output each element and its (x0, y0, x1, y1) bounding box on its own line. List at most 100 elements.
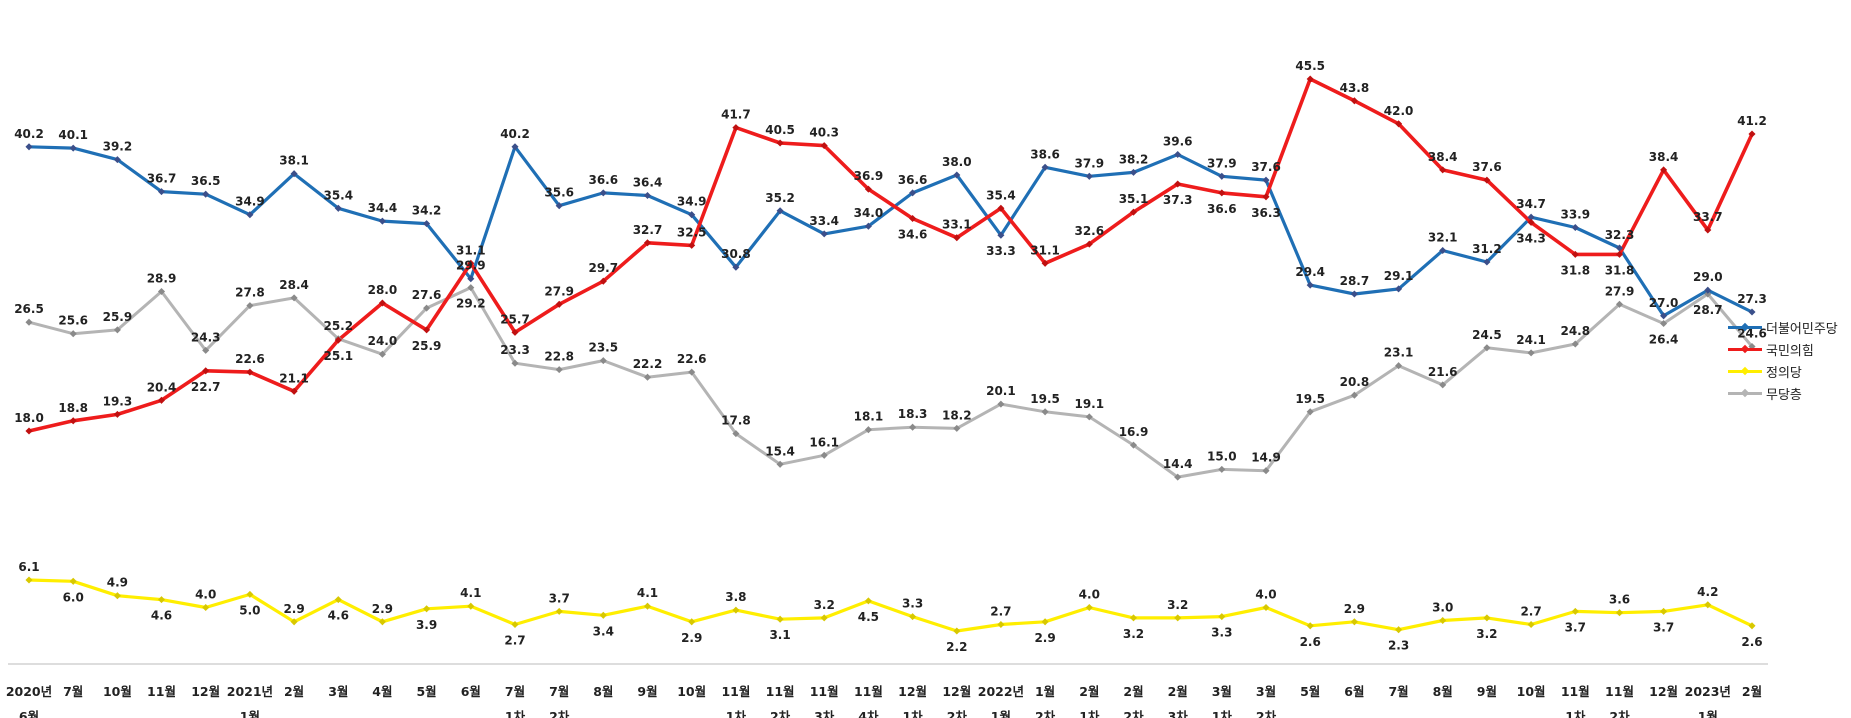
series-0-data-label-2: 39.2 (103, 140, 133, 154)
x-axis-tick-labels: 2020년 6월 7월 10월 11월 12월 2021년 1월 2월 3월 4월 5월 6월 7월 1차 7… (6, 684, 1762, 718)
series-3-point-20 (909, 423, 917, 431)
legend-swatch-3 (1728, 388, 1762, 397)
series-3-data-label-8: 24.0 (368, 334, 398, 348)
series-line-2 (28, 578, 1753, 633)
series-2-point-0 (25, 576, 33, 584)
series-0-point-10 (467, 275, 475, 283)
x-tick-label-15-line-0: 10월 (677, 684, 706, 699)
series-3-point-15 (688, 368, 696, 376)
series-3-point-17 (776, 460, 784, 468)
series-2-point-33 (1483, 614, 1491, 622)
series-2-data-label-39: 2.6 (1741, 635, 1762, 649)
series-0-point-20 (909, 189, 917, 197)
x-tick-label-37-line-0: 12월 (1649, 684, 1678, 699)
series-2-point-36 (1615, 609, 1624, 617)
series-3-data-label-5: 27.8 (235, 286, 265, 300)
series-3-data-label-27: 15.0 (1207, 449, 1237, 463)
series-3-data-label-17: 15.4 (765, 444, 795, 458)
series-0-data-label-33: 31.2 (1472, 242, 1502, 256)
series-1-data-label-21: 33.1 (942, 218, 972, 232)
series-0-data-label-7: 35.4 (323, 188, 353, 202)
series-2-point-16 (732, 606, 740, 614)
x-tick-label-21-line-0: 12월 (942, 684, 971, 699)
series-0-point-22 (997, 231, 1005, 239)
series-3-data-label-13: 23.5 (588, 341, 618, 355)
series-2-data-label-25: 3.2 (1123, 627, 1144, 641)
x-tick-label-20-line-1: 1차 (902, 709, 923, 718)
series-2-data-label-36: 3.6 (1609, 593, 1630, 607)
x-tick-label-11-line-1: 1차 (505, 709, 526, 718)
series-3-point-5 (246, 302, 254, 310)
series-2-data-label-8: 2.9 (372, 602, 393, 616)
series-1-data-label-34: 34.3 (1516, 231, 1546, 245)
x-tick-label-34-line-0: 10월 (1517, 684, 1546, 699)
series-0-point-2 (113, 156, 121, 164)
series-1-point-4 (202, 367, 210, 375)
x-tick-label-36-line-1: 2차 (1609, 709, 1630, 718)
x-tick-label-14-line-0: 9월 (637, 684, 657, 699)
series-2-point-7 (334, 596, 342, 604)
x-tick-label-31-line-0: 7월 (1388, 684, 1408, 699)
x-tick-label-16-line-0: 11월 (721, 684, 750, 699)
series-2-data-label-1: 6.0 (63, 590, 84, 604)
series-0-data-label-14: 36.4 (633, 176, 663, 190)
series-1-point-20 (909, 214, 917, 223)
series-2-data-label-38: 4.2 (1697, 585, 1718, 599)
series-2-point-17 (776, 615, 784, 623)
series-0-data-label-23: 38.6 (1030, 147, 1060, 161)
series-2-data-label-33: 3.2 (1476, 627, 1497, 641)
series-line-1 (28, 77, 1754, 433)
series-3-data-label-34: 24.1 (1516, 333, 1546, 347)
series-0-point-6 (290, 170, 298, 178)
x-tick-label-25-line-1: 2차 (1123, 709, 1144, 718)
series-1-data-label-12: 27.9 (544, 284, 574, 298)
legend-marker-3 (1740, 388, 1750, 397)
series-1-point-16 (732, 124, 740, 132)
series-2-data-label-0: 6.1 (18, 560, 39, 574)
series-3-point-4 (202, 346, 210, 354)
x-tick-label-8-line-0: 4월 (372, 684, 392, 699)
series-2-data-label-35: 3.7 (1565, 620, 1586, 634)
series-1-data-label-10: 31.1 (456, 243, 486, 257)
legend-item-0: 더불어민주당 (1728, 316, 1838, 338)
series-0-data-label-26: 39.6 (1163, 135, 1193, 149)
x-tick-label-2-line-0: 10월 (103, 684, 132, 699)
series-0-point-24 (1085, 172, 1093, 180)
series-1-point-18 (820, 142, 828, 150)
legend-item-3: 무당층 (1728, 382, 1838, 404)
series-1-point-1 (69, 417, 77, 425)
series-3-point-21 (953, 424, 961, 432)
legend-swatch-0 (1728, 322, 1762, 331)
x-tick-label-12-line-0: 7월 (549, 684, 569, 699)
series-0-data-label-20: 36.6 (898, 173, 928, 187)
x-tick-label-1-line-0: 7월 (63, 684, 83, 699)
series-0-data-label-1: 40.1 (58, 128, 88, 142)
series-0-point-13 (599, 189, 607, 197)
x-tick-label-16-line-1: 1차 (726, 709, 747, 718)
series-3-data-label-19: 18.1 (854, 410, 884, 424)
series-2-data-label-19: 4.5 (858, 610, 879, 624)
series-0-data-label-8: 34.4 (368, 201, 398, 215)
x-tick-label-12-line-1: 2차 (549, 709, 570, 718)
x-tick-label-35-line-0: 11월 (1561, 684, 1590, 699)
x-tick-label-21-line-1: 2차 (947, 709, 968, 718)
legend-marker-1 (1740, 344, 1750, 353)
x-tick-label-29-line-0: 5월 (1300, 684, 1320, 699)
series-2-data-label-3: 4.6 (151, 609, 172, 623)
x-tick-label-17-line-0: 11월 (766, 684, 795, 699)
series-3-point-34 (1527, 349, 1535, 357)
series-0-point-9 (423, 220, 431, 228)
series-2-data-label-26: 3.2 (1167, 598, 1188, 612)
series-1-data-label-0: 18.0 (14, 411, 44, 425)
series-0-point-17 (776, 207, 784, 215)
x-tick-label-20-line-0: 12월 (898, 684, 927, 699)
series-2-point-14 (643, 602, 652, 610)
series-0-data-label-5: 34.9 (235, 195, 265, 209)
series-1-point-10 (467, 259, 475, 267)
series-3-point-12 (555, 366, 563, 374)
x-tick-label-9-line-0: 5월 (416, 684, 436, 699)
series-0-data-label-39: 27.3 (1737, 292, 1767, 306)
series-1-data-label-3: 20.4 (147, 380, 177, 394)
series-2-point-18 (820, 614, 828, 622)
series-2-point-25 (1129, 614, 1138, 622)
